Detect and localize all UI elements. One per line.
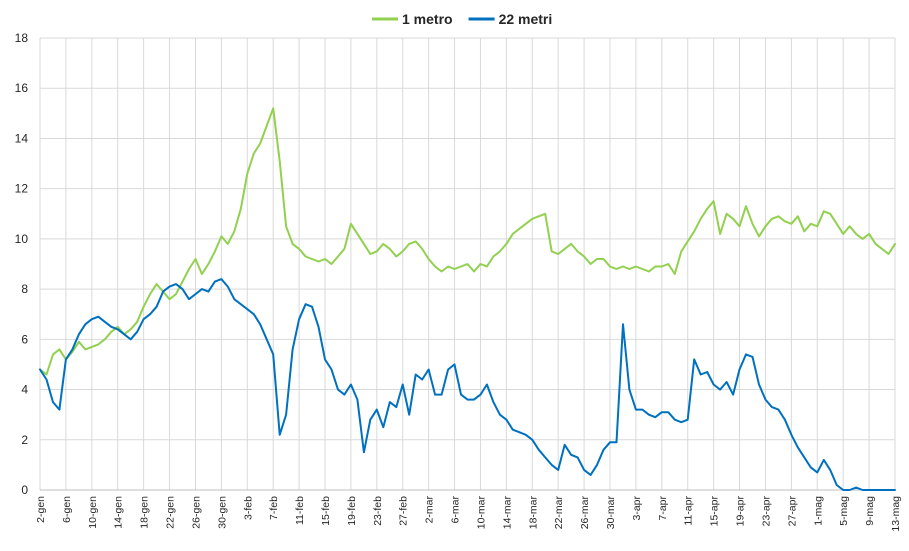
series-line-0 — [39, 107, 896, 376]
x-tick-label: 2-gen — [35, 496, 47, 523]
x-tick-label: 22-gen — [165, 496, 177, 529]
x-tick-label: 26-gen — [190, 496, 202, 529]
x-tick-label: 10-gen — [87, 496, 99, 529]
y-tick-label: 0 — [21, 483, 28, 497]
x-tick-label: 26-mar — [579, 496, 591, 530]
x-tick-label: 18-mar — [527, 496, 539, 530]
x-tick-label: 19-apr — [735, 496, 747, 527]
x-tick-label: 27-apr — [786, 496, 798, 527]
x-tick-label: 30-mar — [605, 496, 617, 530]
x-tick-label: 19-feb — [346, 496, 358, 526]
y-tick-label: 18 — [15, 31, 29, 45]
gridlines — [39, 37, 896, 491]
x-tick-label: 23-feb — [372, 496, 384, 526]
y-tick-label: 10 — [15, 232, 29, 246]
x-tick-label: 3-feb — [242, 496, 254, 520]
x-tick-label: 15-feb — [320, 496, 332, 526]
y-tick-label: 12 — [15, 182, 29, 196]
y-tick-label: 8 — [21, 282, 28, 296]
x-tick-label: 6-gen — [61, 496, 73, 523]
series-line-1 — [39, 278, 896, 491]
x-tick-label: 7-apr — [657, 496, 669, 521]
x-tick-label: 14-gen — [113, 496, 125, 529]
y-tick-label: 16 — [15, 81, 29, 95]
x-tick-label: 10-mar — [475, 496, 487, 530]
x-tick-label: 11-apr — [683, 496, 695, 526]
x-tick-label: 6-mar — [450, 495, 462, 523]
y-tick-label: 14 — [15, 131, 29, 145]
x-tick-label: 2-mar — [424, 495, 436, 523]
legend-label-0: 1 metro — [402, 11, 453, 27]
x-tick-label: 14-mar — [501, 496, 513, 530]
x-tick-label: 5-mag — [838, 496, 850, 526]
x-tick-label: 22-mar — [553, 496, 565, 530]
x-tick-label: 7-feb — [268, 496, 280, 520]
x-tick-label: 15-apr — [709, 496, 721, 527]
x-tick-label: 23-apr — [760, 496, 772, 527]
legend-label-1: 22 metri — [499, 11, 553, 27]
legend: 1 metro 22 metri — [372, 11, 552, 27]
x-tick-label: 13-mag — [890, 496, 902, 532]
x-tick-label: 18-gen — [139, 496, 151, 529]
x-tick-label: 9-mag — [864, 496, 876, 526]
y-tick-label: 6 — [21, 332, 28, 346]
y-tick-label: 2 — [21, 433, 28, 447]
x-tick-label: 1-mag — [812, 496, 824, 526]
series-layer — [39, 107, 896, 491]
axes: 0 2 4 6 8 10 12 14 16 18 2-gen 6-gen 10-gen 14-gen 18-… — [15, 31, 902, 532]
x-tick-label: 30-gen — [216, 496, 228, 529]
y-tick-label: 4 — [21, 383, 28, 397]
x-tick-label: 11-feb — [294, 496, 306, 525]
x-tick-label: 3-apr — [631, 496, 643, 521]
x-tick-label: 27-feb — [398, 496, 410, 526]
